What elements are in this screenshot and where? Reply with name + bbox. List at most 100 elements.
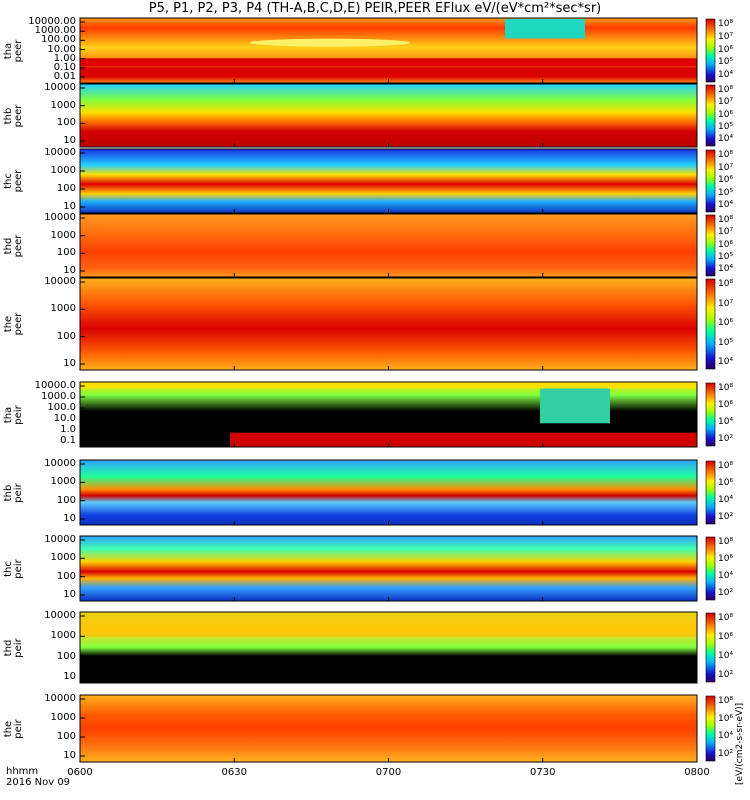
colorbar-tick-label: 10⁷ <box>718 298 734 309</box>
feature-band <box>230 432 697 447</box>
x-axis-label-line1: hhmm <box>6 766 39 777</box>
panel-label-line: peir <box>13 718 24 739</box>
y-tick-label: 10.00 <box>47 43 76 55</box>
y-tick-label: 0.01 <box>53 71 76 82</box>
y-tick-label: 1000 <box>50 552 76 564</box>
y-tick-label: 10000 <box>44 458 76 469</box>
spectrogram-tha_peer <box>80 18 697 83</box>
panel-thb_peir <box>79 459 716 526</box>
y-tick-label: 10 <box>63 358 76 369</box>
y-tick-label: 1.00 <box>53 52 76 64</box>
colorbar-tick-label: 10⁶ <box>718 318 734 328</box>
colorbar-tick-label: 10⁸ <box>718 383 734 393</box>
colorbar-tick-label: 10⁸ <box>718 150 734 160</box>
y-tick-label: 1000 <box>50 303 76 315</box>
y-tick-label: 10 <box>63 201 76 212</box>
colorbar-tick-label: 10⁴ <box>718 134 734 144</box>
colorbar-tick-label: 10⁷ <box>718 31 734 42</box>
spectrogram-the_peir <box>80 695 697 762</box>
y-tick-label: 1000 <box>50 99 76 111</box>
colorbar-tick-label: 10⁵ <box>718 251 734 262</box>
colorbar-tick-label: 10⁸ <box>718 696 734 706</box>
y-tick-label: 100 <box>56 183 76 194</box>
colorbar-tick-label: 10² <box>718 512 734 522</box>
colorbar-tick-label: 10⁴ <box>718 731 734 742</box>
colorbar-thd_peer <box>705 214 716 277</box>
panel-the_peir <box>79 694 716 763</box>
feature-patch <box>250 38 410 47</box>
y-tick-label: 10000.00 <box>28 16 76 27</box>
spectrogram-thb_peir <box>80 460 697 525</box>
colorbar-tick-label: 10² <box>718 670 734 680</box>
colorbar-tick-label: 10⁶ <box>718 175 734 185</box>
colorbar-tick-label: 10⁴ <box>718 200 734 210</box>
x-axis-label-line2: 2016 Nov 09 <box>6 777 71 788</box>
y-tick-label: 100 <box>56 650 76 662</box>
colorbar-tick-label: 10⁶ <box>718 632 734 642</box>
colorbar-thc_peer <box>705 149 716 213</box>
y-tick-label: 100 <box>56 731 76 742</box>
y-tick-label: 10000 <box>44 693 76 704</box>
y-tick-label: 10.0 <box>53 413 76 424</box>
panel-thd_peir <box>79 611 716 684</box>
colorbar-tick-label: 10⁶ <box>718 109 734 120</box>
y-tick-label: 100 <box>56 117 76 129</box>
y-tick-label: 100 <box>56 494 76 506</box>
colorbar-tick-label: 10⁴ <box>718 495 734 505</box>
chart-title: P5, P1, P2, P3, P4 (TH-A,B,C,D,E) PEIR,P… <box>148 1 602 16</box>
y-tick-label: 10000 <box>44 212 76 223</box>
colorbar-tick-label: 10⁵ <box>718 187 734 198</box>
y-tick-label: 10 <box>63 265 76 276</box>
colorbar-tick-label: 10⁴ <box>718 264 734 274</box>
x-tick-label: 0730 <box>530 767 556 778</box>
colorbar-tick-label: 10⁶ <box>718 713 734 724</box>
colorbar-tick-label: 10² <box>718 434 734 444</box>
y-tick-label: 100 <box>56 330 76 342</box>
y-tick-label: 10 <box>63 750 76 761</box>
colorbar-tick-label: 10⁸ <box>718 85 734 95</box>
y-tick-label: 10 <box>63 589 76 600</box>
x-tick-label: 0600 <box>67 767 93 778</box>
y-tick-label: 10000 <box>44 534 76 545</box>
x-tick-label: 0700 <box>375 767 402 778</box>
x-tick-label: 0800 <box>684 767 710 778</box>
panel-tha_peer <box>79 17 716 84</box>
colorbar-tick-label: 10² <box>718 749 734 759</box>
colorbar-tick-label: 10⁴ <box>718 357 734 367</box>
colorbar-tick-label: 10⁴ <box>718 417 734 427</box>
colorbar-tick-label: 10⁶ <box>718 478 734 488</box>
y-tick-label: 0.10 <box>53 61 76 73</box>
x-tick-label: 0630 <box>221 767 247 778</box>
y-tick-label: 10 <box>63 135 76 146</box>
colorbar-tick-label: 10⁷ <box>718 227 734 238</box>
colorbar-tha_peer <box>705 18 716 83</box>
y-tick-label: 1000 <box>50 229 76 241</box>
y-tick-label: 10 <box>63 513 76 524</box>
y-tick-label: 100.00 <box>41 34 76 46</box>
panel-tha_peir <box>79 381 716 448</box>
colorbar-units-label: [eV/(cm2-s-sr-eV)] <box>735 702 745 785</box>
feature-band <box>80 382 697 389</box>
y-tick-label: 1.0 <box>60 424 76 435</box>
x-axis-label: hhmm 2016 Nov 09 <box>6 766 70 788</box>
y-tick-label: 10000 <box>44 610 76 621</box>
colorbar-tick-label: 10⁷ <box>718 97 734 108</box>
colorbar-tick-label: 10⁸ <box>718 537 734 547</box>
panel-label-line: peir <box>13 637 24 658</box>
y-tick-label: 1000 <box>50 712 76 723</box>
colorbar-the_peer <box>705 278 716 370</box>
colorbar-tick-label: 10⁸ <box>718 279 734 289</box>
colorbar-thb_peer <box>705 84 716 147</box>
y-tick-label: 100.0 <box>47 402 76 413</box>
panel-thc_peer <box>79 148 716 214</box>
panel-thc_peir <box>79 535 716 602</box>
colorbar-tick-label: 10⁵ <box>718 121 734 132</box>
colorbar-tick-label: 10⁷ <box>718 162 734 173</box>
colorbar-tick-label: 10⁴ <box>718 571 734 581</box>
feature-patch <box>505 19 585 39</box>
spectrogram-thc_peir <box>80 536 697 601</box>
colorbar-tick-label: 10⁶ <box>718 400 734 410</box>
colorbar-tick-label: 10⁶ <box>718 44 734 55</box>
y-tick-label: 100 <box>56 570 76 582</box>
colorbar-tick-label: 10⁶ <box>718 239 734 250</box>
